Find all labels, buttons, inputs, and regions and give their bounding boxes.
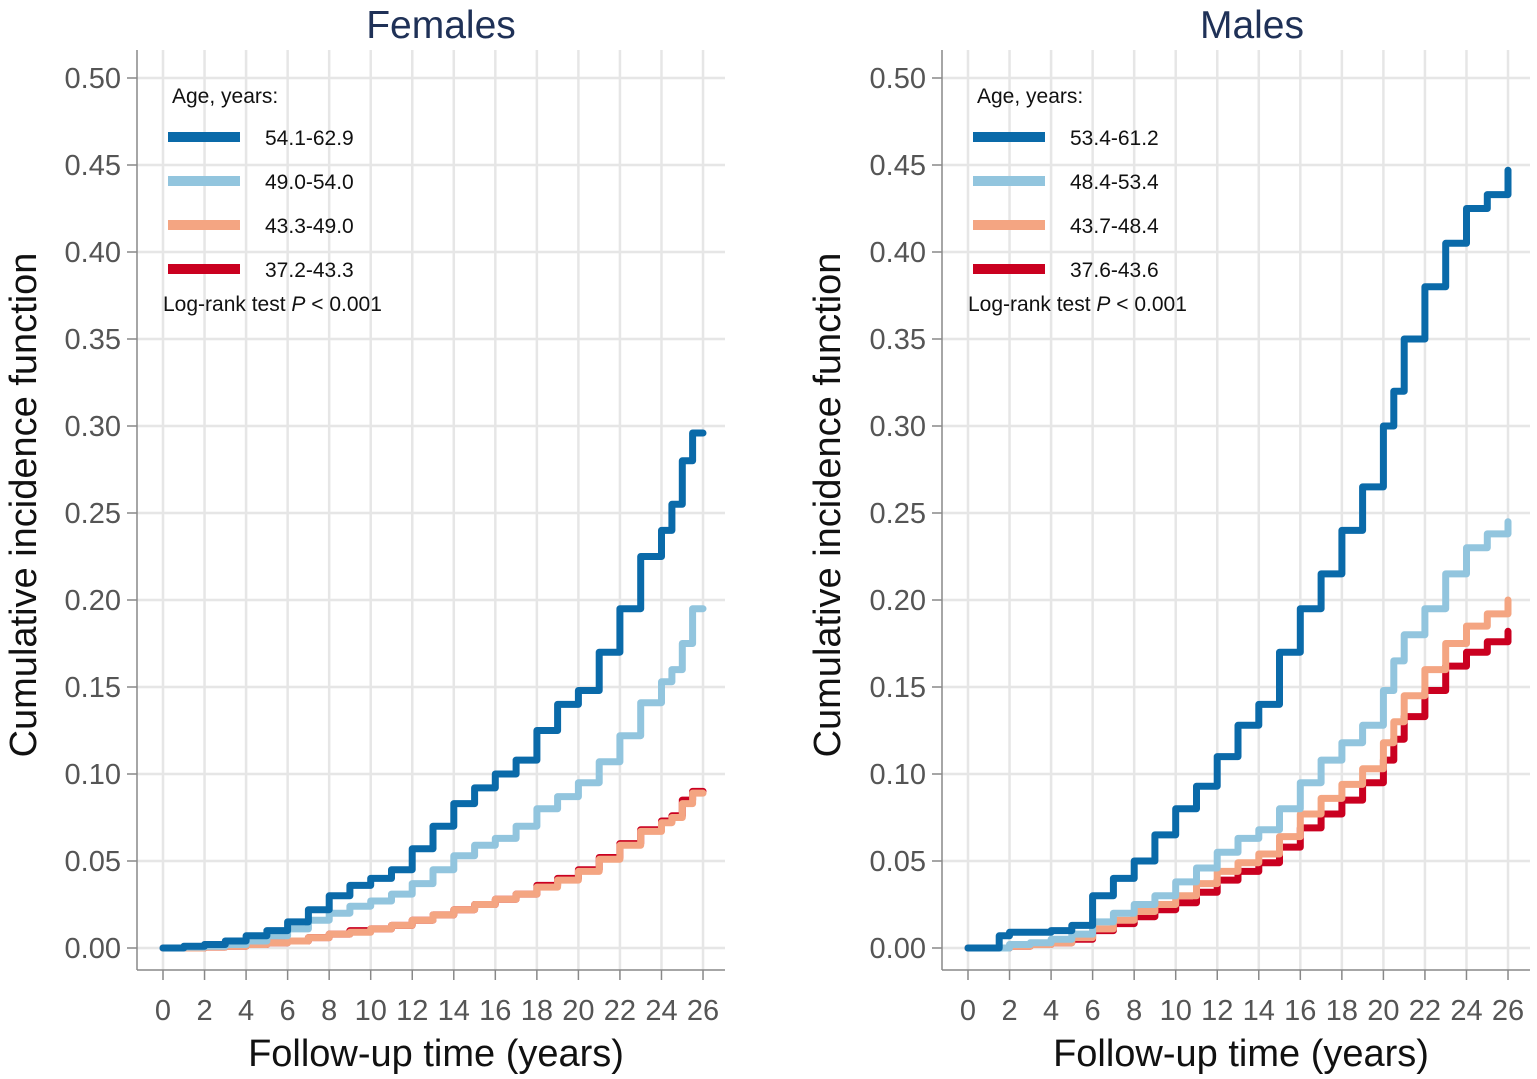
legend-label: 53.4-61.2 xyxy=(1070,127,1159,150)
x-tick-label: 16 xyxy=(479,995,511,1027)
y-axis-label: Cumulative incidence function xyxy=(3,253,45,758)
x-tick-label: 8 xyxy=(1126,995,1142,1027)
chart-panel-2: 0.00 0.05 0.10 0.15 0.20 0.25 0.30 0.35 0.40 0.45… xyxy=(807,4,1530,1075)
x-tick-label: 24 xyxy=(645,995,677,1027)
x-tick-label: 20 xyxy=(562,995,594,1027)
series-line-54.1-62.9 xyxy=(159,429,707,952)
x-axis-label: Follow-up time (years) xyxy=(248,1033,624,1075)
x-tick-label: 12 xyxy=(396,995,428,1027)
series-group xyxy=(964,166,1512,952)
logrank-annotation: Log-rank test P < 0.001 xyxy=(968,293,1187,316)
annotation-suffix: < 0.001 xyxy=(305,293,381,316)
x-tick-label: 16 xyxy=(1284,995,1316,1027)
x-tick-label: 10 xyxy=(355,995,387,1027)
grid-lines xyxy=(942,50,1530,970)
y-tick-label: 0.30 xyxy=(65,411,121,443)
x-tick-label: 14 xyxy=(438,995,470,1027)
y-tick-label: 0.45 xyxy=(870,150,926,182)
y-tick-label: 0.35 xyxy=(870,324,926,356)
legend-label: 43.3-49.0 xyxy=(265,215,354,238)
series-line-53.4-61.2 xyxy=(964,166,1512,952)
grid-lines xyxy=(137,50,725,970)
legend-title: Age, years: xyxy=(977,85,1083,108)
x-tick-label: 10 xyxy=(1160,995,1192,1027)
legend: Age, years: 54.1-62.9 49.0-54.0 43.3-49.0 37… xyxy=(168,85,354,282)
y-axis-label: Cumulative incidence function xyxy=(807,253,849,758)
series-line-49.0-54.0 xyxy=(159,605,707,952)
annotation-p: P xyxy=(1096,293,1110,316)
legend-label: 37.6-43.6 xyxy=(1070,259,1159,282)
y-tick-label: 0.10 xyxy=(65,759,121,791)
legend-label: 43.7-48.4 xyxy=(1070,215,1159,238)
y-tick-label: 0.50 xyxy=(870,63,926,95)
x-tick-label: 2 xyxy=(196,995,212,1027)
y-tick-label: 0.40 xyxy=(870,237,926,269)
annotation-p: P xyxy=(291,293,305,316)
legend-label: 54.1-62.9 xyxy=(265,127,354,150)
annotation-prefix: Log-rank test xyxy=(968,293,1096,316)
x-tick-label: 26 xyxy=(1492,995,1524,1027)
y-tick-label: 0.00 xyxy=(870,933,926,965)
x-tick-label: 22 xyxy=(1409,995,1441,1027)
y-tick-label: 0.30 xyxy=(870,411,926,443)
y-tick-label: 0.00 xyxy=(65,933,121,965)
x-tick-label: 18 xyxy=(1326,995,1358,1027)
legend-title: Age, years: xyxy=(172,85,278,108)
legend-label: 48.4-53.4 xyxy=(1070,171,1159,194)
legend: Age, years: 53.4-61.2 48.4-53.4 43.7-48.4 37… xyxy=(973,85,1159,282)
y-tick-label: 0.40 xyxy=(65,237,121,269)
y-tick-label: 0.15 xyxy=(65,672,121,704)
y-tick-label: 0.20 xyxy=(870,585,926,617)
chart-title: Males xyxy=(1200,4,1304,47)
y-tick-label: 0.05 xyxy=(65,846,121,878)
y-tick-label: 0.45 xyxy=(65,150,121,182)
annotation-prefix: Log-rank test xyxy=(163,293,291,316)
y-tick-label: 0.10 xyxy=(870,759,926,791)
x-axis-label: Follow-up time (years) xyxy=(1053,1033,1429,1075)
y-tick-label: 0.05 xyxy=(870,846,926,878)
legend-label: 49.0-54.0 xyxy=(265,171,354,194)
logrank-annotation: Log-rank test P < 0.001 xyxy=(163,293,382,316)
x-tick-label: 0 xyxy=(960,995,976,1027)
y-tick-label: 0.15 xyxy=(870,672,926,704)
annotation-suffix: < 0.001 xyxy=(1110,293,1186,316)
x-tick-label: 8 xyxy=(321,995,337,1027)
y-tick-label: 0.20 xyxy=(65,585,121,617)
x-tick-label: 6 xyxy=(1085,995,1101,1027)
x-tick-label: 4 xyxy=(238,995,254,1027)
x-tick-label: 2 xyxy=(1001,995,1017,1027)
x-tick-label: 4 xyxy=(1043,995,1059,1027)
x-tick-label: 18 xyxy=(521,995,553,1027)
x-tick-label: 24 xyxy=(1450,995,1482,1027)
y-tick-label: 0.50 xyxy=(65,63,121,95)
x-tick-label: 14 xyxy=(1243,995,1275,1027)
chart-panel-1: 0.00 0.05 0.10 0.15 0.20 0.25 0.30 0.35 0.40 0.45… xyxy=(3,4,725,1075)
y-tick-label: 0.25 xyxy=(870,498,926,530)
x-tick-label: 6 xyxy=(280,995,296,1027)
x-tick-label: 22 xyxy=(604,995,636,1027)
x-tick-label: 20 xyxy=(1367,995,1399,1027)
x-tick-label: 26 xyxy=(687,995,719,1027)
series-group xyxy=(159,429,707,952)
legend-label: 37.2-43.3 xyxy=(265,259,354,282)
y-tick-label: 0.35 xyxy=(65,324,121,356)
x-tick-label: 12 xyxy=(1201,995,1233,1027)
y-tick-label: 0.25 xyxy=(65,498,121,530)
x-tick-label: 0 xyxy=(155,995,171,1027)
chart-title: Females xyxy=(366,4,516,47)
